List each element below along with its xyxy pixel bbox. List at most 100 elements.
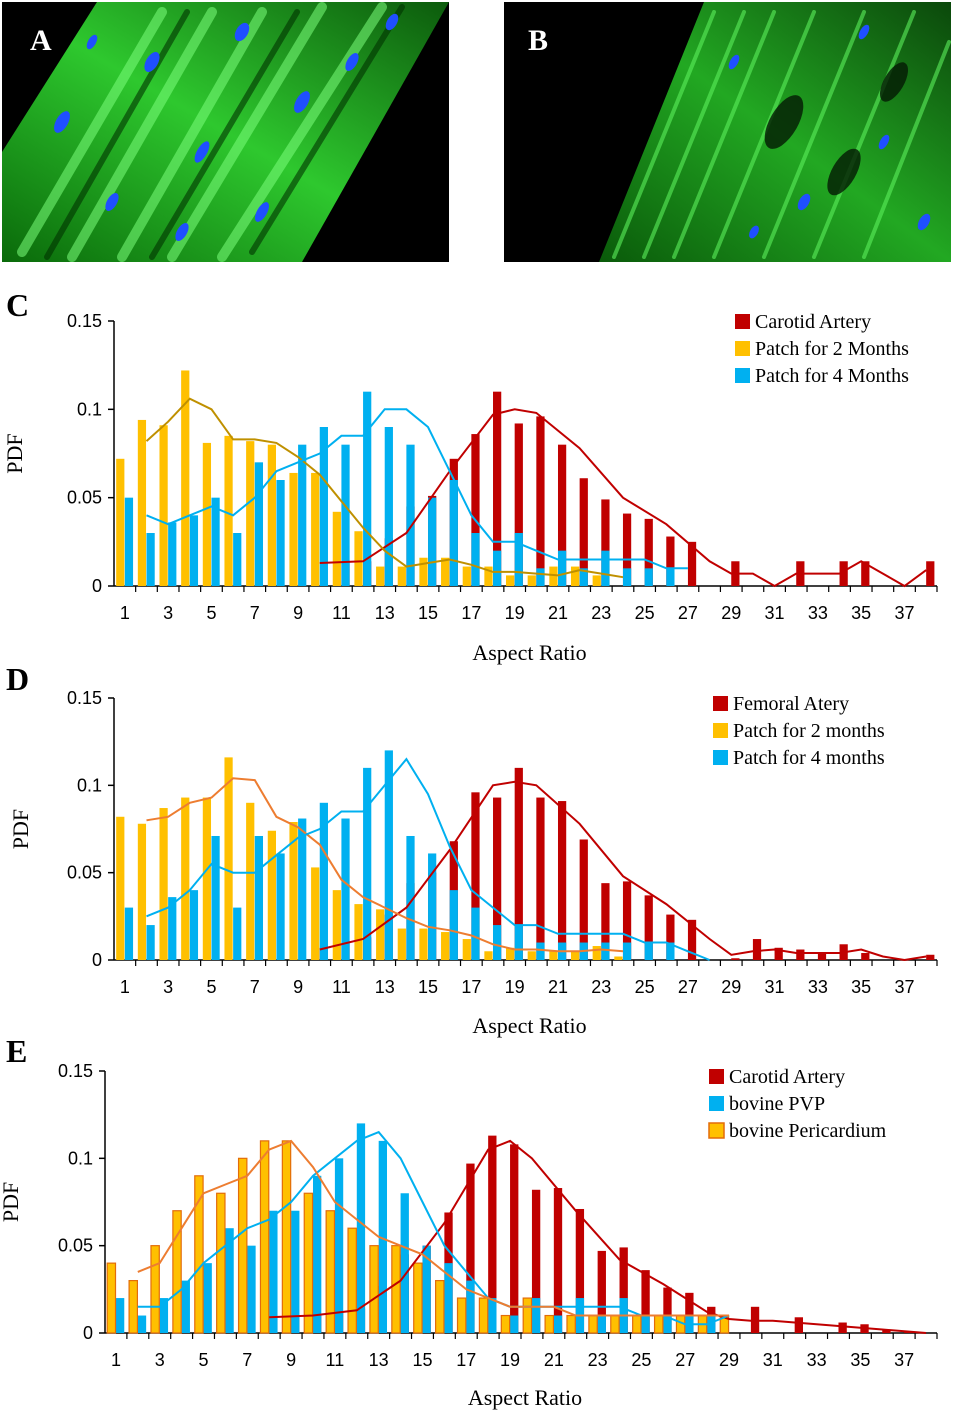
bar-patch-for-4-months xyxy=(449,480,458,586)
bar-patch-for-2-months xyxy=(246,802,255,960)
bar-patch-for-4-months xyxy=(428,497,437,586)
x-tick-label: 15 xyxy=(418,603,438,623)
x-tick-label: 29 xyxy=(721,977,741,997)
bar-patch-for-2-months xyxy=(419,928,428,960)
bar-carotid-artery xyxy=(466,1163,475,1333)
y-tick-label: 0.05 xyxy=(67,488,102,508)
bar-carotid-artery xyxy=(510,1144,519,1333)
x-tick-label: 29 xyxy=(719,1350,739,1370)
bar-patch-for-2-months xyxy=(332,890,341,960)
bar-bovine-pvp xyxy=(531,1298,541,1333)
x-tick-label: 19 xyxy=(505,977,525,997)
x-tick-label: 19 xyxy=(505,603,525,623)
fit-line-patch-for-2-months xyxy=(146,777,624,953)
bar-bovine-pvp xyxy=(597,1315,606,1333)
y-tick-label: 0.15 xyxy=(67,311,102,331)
y-axis-title: PDF xyxy=(0,1182,23,1222)
bar-patch-for-4-months xyxy=(189,890,199,960)
bar-patch-for-2-months xyxy=(354,904,363,960)
bar-patch-for-2-months xyxy=(506,575,515,586)
bar-patch-for-4-months xyxy=(384,427,393,586)
bar-bovine-pericardium xyxy=(325,1210,336,1334)
x-tick-label: 37 xyxy=(894,1350,914,1370)
bar-patch-for-4-months xyxy=(363,767,372,960)
x-tick-label: 11 xyxy=(332,977,351,997)
bar-patch-for-2-months xyxy=(181,797,190,960)
bar-patch-for-2-months xyxy=(441,932,450,960)
bar-patch-for-2-months xyxy=(570,566,580,586)
bar-femoral-atery xyxy=(752,939,762,960)
x-tick-label: 33 xyxy=(807,1350,827,1370)
bar-bovine-pericardium xyxy=(522,1297,533,1334)
bar-bovine-pvp xyxy=(707,1315,716,1333)
legend-swatch xyxy=(735,368,750,383)
bar-femoral-atery xyxy=(536,797,545,960)
bar-femoral-atery xyxy=(579,839,588,960)
bar-patch-for-2-months xyxy=(397,566,406,586)
bar-carotid-artery xyxy=(471,434,480,586)
legend-label: Carotid Artery xyxy=(729,1066,845,1088)
x-tick-label: 7 xyxy=(250,977,260,997)
bar-patch-for-4-months xyxy=(124,907,134,960)
bar-patch-for-4-months xyxy=(276,853,285,960)
bar-patch-for-2-months xyxy=(159,425,168,586)
bar-femoral-atery xyxy=(493,797,502,960)
bar-carotid-artery xyxy=(641,1270,650,1333)
x-tick-label: 33 xyxy=(808,977,828,997)
bar-carotid-artery xyxy=(575,1208,585,1333)
bar-bovine-pvp xyxy=(269,1210,278,1333)
bar-patch-for-2-months xyxy=(354,531,363,586)
bar-patch-for-4-months xyxy=(276,480,285,586)
bar-patch-for-2-months xyxy=(484,566,493,586)
x-tick-label: 35 xyxy=(850,1350,870,1370)
bar-bovine-pericardium xyxy=(369,1245,379,1334)
bar-carotid-artery xyxy=(488,1135,497,1333)
y-tick-label: 0.1 xyxy=(77,775,102,795)
bar-bovine-pvp xyxy=(400,1193,409,1333)
x-tick-label: 37 xyxy=(894,603,914,623)
bar-bovine-pericardium xyxy=(566,1314,576,1334)
bar-bovine-pericardium xyxy=(194,1175,204,1334)
bar-patch-for-4-months xyxy=(168,522,177,586)
bar-patch-for-2-months xyxy=(592,946,601,960)
bar-patch-for-4-months xyxy=(341,444,350,586)
y-tick-label: 0.1 xyxy=(68,1148,93,1168)
bar-patch-for-4-months xyxy=(254,835,264,960)
legend-label: bovine PVP xyxy=(729,1093,825,1115)
x-tick-label: 21 xyxy=(548,977,568,997)
legend-swatch xyxy=(713,723,728,738)
bar-carotid-artery xyxy=(601,499,610,586)
legend-swatch xyxy=(709,1096,724,1111)
bar-femoral-atery xyxy=(644,895,653,960)
bar-carotid-artery xyxy=(687,541,697,586)
x-tick-label: 7 xyxy=(242,1350,252,1370)
bar-patch-for-2-months xyxy=(246,441,255,586)
bar-femoral-atery xyxy=(557,801,567,960)
bar-bovine-pericardium xyxy=(435,1279,445,1334)
bar-femoral-atery xyxy=(774,947,783,960)
bar-bovine-pericardium xyxy=(610,1314,620,1334)
bar-femoral-atery xyxy=(817,953,827,960)
bar-patch-for-2-months xyxy=(376,566,385,586)
bar-patch-for-4-months xyxy=(428,853,437,960)
micrograph-a: A xyxy=(2,2,449,262)
bar-femoral-atery xyxy=(796,949,805,960)
bar-patch-for-2-months xyxy=(181,370,190,586)
y-tick-label: 0.15 xyxy=(67,688,102,708)
bar-patch-for-2-months xyxy=(527,951,536,960)
bar-patch-for-4-months xyxy=(233,533,242,586)
bar-patch-for-4-months xyxy=(211,835,220,960)
x-tick-label: 17 xyxy=(456,1350,476,1370)
bar-bovine-pericardium xyxy=(150,1245,160,1334)
bar-bovine-pericardium xyxy=(632,1314,642,1334)
bar-bovine-pvp xyxy=(553,1315,563,1333)
x-tick-label: 3 xyxy=(155,1350,165,1370)
bar-patch-for-4-months xyxy=(298,444,307,586)
bar-bovine-pericardium xyxy=(500,1314,511,1334)
bar-carotid-artery xyxy=(622,513,632,586)
bar-patch-for-4-months xyxy=(146,925,155,960)
x-tick-label: 9 xyxy=(293,977,303,997)
bar-patch-for-2-months xyxy=(311,867,320,960)
y-axis-title: PDF xyxy=(8,809,33,849)
